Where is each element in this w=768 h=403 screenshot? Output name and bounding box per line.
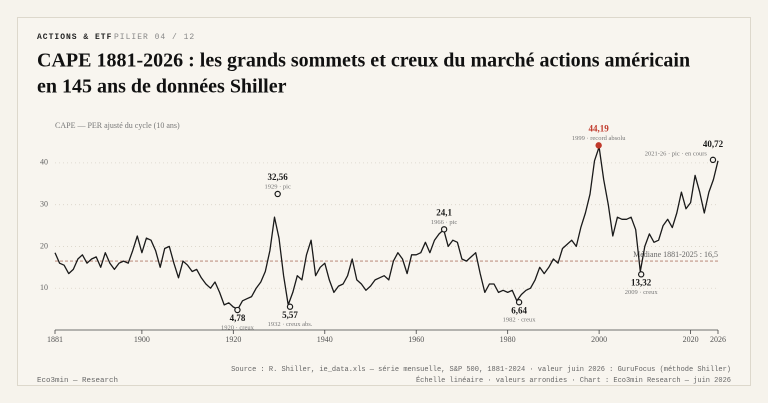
annotation-value: 13,32 (631, 277, 652, 287)
brand: Eco3min — Research (37, 377, 118, 385)
annotation-note: 2021-26 · pic · en cours (645, 150, 708, 157)
annotation-note: 1929 · pic (264, 183, 290, 190)
annotation-point (637, 271, 645, 278)
annotation-value: 44,19 (589, 123, 610, 133)
y-tick-label: 20 (40, 241, 48, 250)
x-tick-label: 1940 (317, 335, 333, 344)
annotation-point (595, 142, 602, 149)
annotation-value: 24,1 (436, 207, 452, 217)
pillar: PILIER 04 / 12 (114, 33, 195, 42)
x-tick-label: 2020 (683, 335, 699, 344)
annotation-value: 6,64 (511, 305, 527, 315)
annotation-point (286, 303, 294, 310)
x-tick-label: 2000 (591, 335, 607, 344)
median-label: Médiane 1881-2025 : 16,5 (633, 250, 718, 259)
annotation-note: 1999 · record absolu (572, 135, 626, 142)
title: CAPE 1881-2026 : les grands sommets et c… (37, 50, 690, 72)
frame (17, 17, 751, 386)
annotation-value: 5,57 (282, 310, 298, 320)
section: ACTIONS & ETF (37, 33, 112, 42)
annotation-note: 1920 · creux (221, 325, 255, 332)
annotation-point (515, 299, 523, 306)
x-tick-label: 1920 (225, 335, 241, 344)
annotation-note: 2009 · creux (625, 289, 659, 296)
x-tick-label: 1980 (500, 335, 516, 344)
annotation-value: 32,56 (268, 172, 289, 182)
annotation-point (234, 306, 241, 314)
annotation-note: 1932 · creux abs. (268, 321, 313, 328)
annotation-value: 4,78 (230, 313, 246, 323)
title: en 145 ans de données Shiller (37, 76, 287, 98)
x-tick-label: 1900 (134, 335, 150, 344)
y-axis-label: CAPE — PER ajusté du cycle (10 ans) (55, 121, 180, 130)
x-tick-label: 1881 (47, 335, 63, 344)
cape-line (54, 146, 719, 310)
y-tick-label: 30 (40, 199, 48, 208)
annotation-value: 40,72 (703, 139, 724, 149)
annotation-point (274, 190, 281, 198)
annotation-note: 1982 · creux (503, 317, 537, 324)
y-tick-label: 10 (40, 283, 48, 292)
source: Source : R. Shiller, ie_data.xls — série… (231, 366, 731, 374)
annotation-point (709, 156, 717, 164)
source: Échelle linéaire · valeurs arrondies · C… (416, 376, 731, 385)
x-tick-label: 2026 (710, 335, 726, 344)
x-tick-label: 1960 (408, 335, 424, 344)
annotation-note: 1966 · pic (431, 219, 457, 226)
y-tick-label: 40 (40, 158, 48, 167)
annotation-point (440, 226, 448, 233)
